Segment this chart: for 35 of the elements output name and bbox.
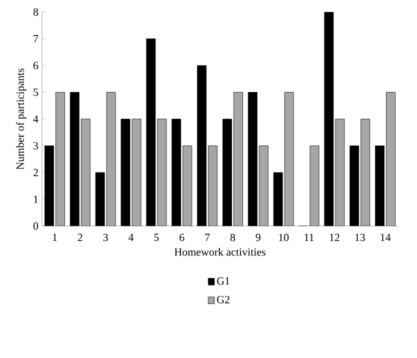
bar [258, 146, 268, 226]
bar [80, 118, 90, 226]
bar [386, 92, 396, 226]
y-tick-label: 7 [34, 35, 38, 42]
x-tick-label: 8 [230, 234, 236, 242]
bar [208, 146, 218, 226]
legend-label: G1 [217, 277, 230, 285]
x-tick-label: 12 [330, 234, 340, 242]
x-tick-label: 13 [355, 234, 365, 242]
x-tick-label: 6 [180, 234, 184, 242]
x-tick-label: 3 [103, 234, 108, 242]
bar [360, 118, 370, 226]
y-tick-label: 0 [33, 222, 38, 230]
y-tick-label: 6 [33, 62, 38, 70]
x-axis-title: Homework activities [174, 248, 266, 256]
y-tick-label: 1 [34, 196, 38, 203]
x-tick-label: 4 [128, 234, 134, 241]
x-tick-label: 14 [380, 234, 391, 242]
bar [182, 146, 192, 226]
x-tick-label: 9 [256, 234, 260, 242]
y-tick-label: 4 [33, 115, 38, 123]
x-tick-label: 2 [78, 234, 82, 242]
y-tick-label: 5 [34, 88, 38, 96]
bar [234, 92, 243, 226]
y-tick-label: 2 [33, 168, 38, 176]
y-tick-label: 3 [34, 142, 38, 150]
x-tick-label: 11 [304, 234, 314, 242]
x-tick-label: 7 [205, 234, 210, 241]
y-tick-label: 8 [33, 8, 38, 16]
x-tick-label: 1 [52, 234, 57, 242]
y-axis-title: Number of participants [16, 68, 26, 170]
legend-label: G2 [217, 296, 230, 304]
bar [56, 92, 65, 226]
x-tick-label: 5 [154, 234, 159, 242]
x-tick-label: 10 [279, 234, 289, 242]
